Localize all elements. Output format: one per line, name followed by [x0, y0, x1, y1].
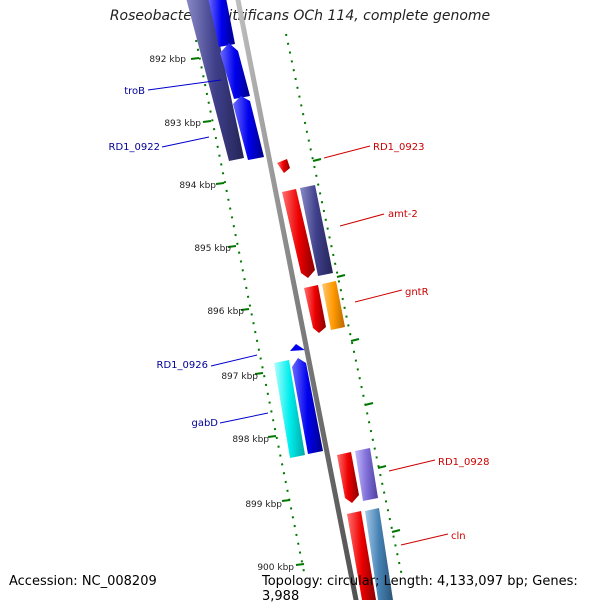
leader-rd1-0923: [323, 145, 371, 159]
genome-backbone: [235, 0, 359, 600]
gene-feature-gabd[interactable]: [292, 358, 323, 454]
leader-rd1-0926: [210, 354, 258, 367]
accession-text: Accession: NC_008209: [9, 574, 157, 589]
gene-feature-gntr-orange[interactable]: [322, 281, 345, 330]
tick-mark-895: [227, 245, 237, 248]
gene-feature-blue-top[interactable]: [208, 0, 235, 47]
gene-feature-cln-red[interactable]: [347, 511, 376, 600]
tick-mark-right-4: [364, 402, 374, 406]
tick-mark-right-6: [391, 529, 401, 533]
tick-mark-892: [190, 57, 200, 60]
gene-label-trob[interactable]: troB: [124, 86, 145, 97]
leader-gabd: [219, 412, 269, 424]
tick-mark-900: [295, 563, 305, 566]
tick-mark-right-2: [336, 274, 346, 278]
gene-feature-rd1-0928-red[interactable]: [337, 452, 359, 503]
gene-label-rd1-0922[interactable]: RD1_0922: [109, 142, 160, 153]
tick-label-894: 894 kbp: [179, 181, 216, 191]
tick-label-896: 896 kbp: [207, 307, 244, 317]
gene-label-amt2[interactable]: amt-2: [388, 209, 418, 220]
tick-mark-897: [254, 372, 264, 375]
leader-trob: [147, 79, 222, 91]
gene-label-rd1-0926[interactable]: RD1_0926: [157, 360, 208, 371]
gene-feature-gntr-red[interactable]: [304, 285, 326, 333]
gene-feature-cln-steel[interactable]: [365, 508, 393, 600]
tick-label-900: 900 kbp: [257, 563, 294, 573]
gene-feature-amt2-red[interactable]: [282, 189, 315, 278]
tick-label-895: 895 kbp: [194, 244, 231, 254]
gene-label-gntr[interactable]: gntR: [405, 287, 429, 298]
tick-mark-right-5: [377, 465, 387, 469]
tick-label-893: 893 kbp: [164, 119, 201, 129]
leader-rd1-0928: [388, 459, 436, 472]
leader-amt2: [339, 213, 385, 227]
tick-mark-896: [240, 308, 250, 311]
gene-feature-rd1-0922[interactable]: [233, 96, 264, 160]
tick-mark-899: [281, 499, 291, 502]
tick-mark-893: [202, 120, 212, 123]
gene-label-rd1-0928[interactable]: RD1_0928: [438, 457, 489, 468]
tick-mark-right-3: [350, 338, 360, 342]
gene-feature-trob[interactable]: [220, 43, 250, 99]
tick-label-892: 892 kbp: [149, 55, 186, 65]
tick-mark-898: [267, 435, 277, 438]
leader-gntr: [354, 289, 403, 303]
tick-label-897: 897 kbp: [221, 372, 258, 382]
gene-feature-amt2-purple[interactable]: [300, 185, 333, 276]
gene-feature-rd1-0923[interactable]: [277, 159, 290, 173]
gene-feature-rd1-0926[interactable]: [290, 344, 305, 351]
tick-label-898: 898 kbp: [232, 435, 269, 445]
gene-label-gabd[interactable]: gabD: [191, 418, 218, 429]
leader-rd1-0922: [161, 136, 210, 148]
tick-marks: 892 kbp 893 kbp 894 kbp 895 kbp 896 kbp …: [149, 55, 401, 573]
tick-track-left: [195, 39, 305, 573]
gene-label-cln[interactable]: cln: [451, 531, 466, 542]
gene-feature-cyan[interactable]: [274, 360, 305, 458]
leader-cln: [400, 533, 449, 546]
tick-label-899: 899 kbp: [245, 500, 282, 510]
tick-mark-894: [215, 182, 225, 185]
tick-mark-right-1: [312, 158, 322, 162]
tick-track-right: [285, 33, 403, 577]
gene-label-rd1-0923[interactable]: RD1_0923: [373, 142, 424, 153]
gene-feature-rd1-0928-lavender[interactable]: [355, 448, 378, 501]
